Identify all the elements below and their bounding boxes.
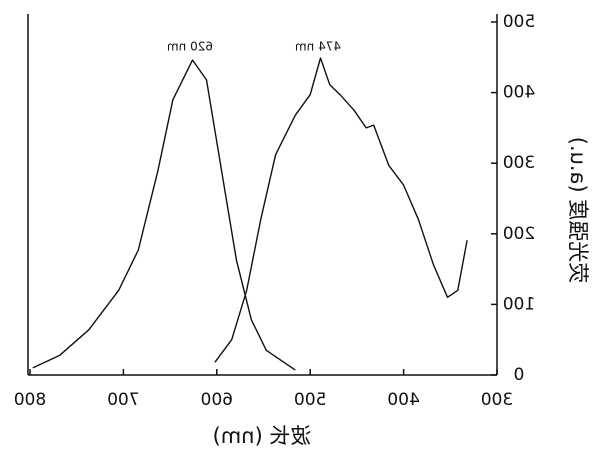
y-tick-label: 0 — [514, 365, 525, 385]
y-tick-label: 400 — [503, 83, 535, 103]
x-tick-label: 700 — [107, 390, 139, 410]
x-tick-label: 400 — [387, 390, 419, 410]
y-tick-label: 200 — [503, 224, 535, 244]
y-tick-label: 100 — [503, 294, 535, 314]
y-tick-label: 500 — [503, 12, 535, 32]
y-tick-label: 300 — [503, 153, 535, 173]
peak-label: 474 nm — [295, 40, 341, 54]
x-tick-label: 600 — [201, 390, 233, 410]
spectrum-line — [214, 57, 468, 363]
y-axis-label: 荧光强度 (a.u.) — [566, 137, 590, 284]
x-tick-label: 300 — [481, 390, 513, 410]
x-tick-label: 500 — [294, 390, 326, 410]
spectrum-line — [32, 59, 296, 371]
x-tick-label: 800 — [14, 390, 46, 410]
peak-label: 620 nm — [167, 40, 213, 54]
x-axis-label: 波长 (nm) — [213, 424, 312, 448]
